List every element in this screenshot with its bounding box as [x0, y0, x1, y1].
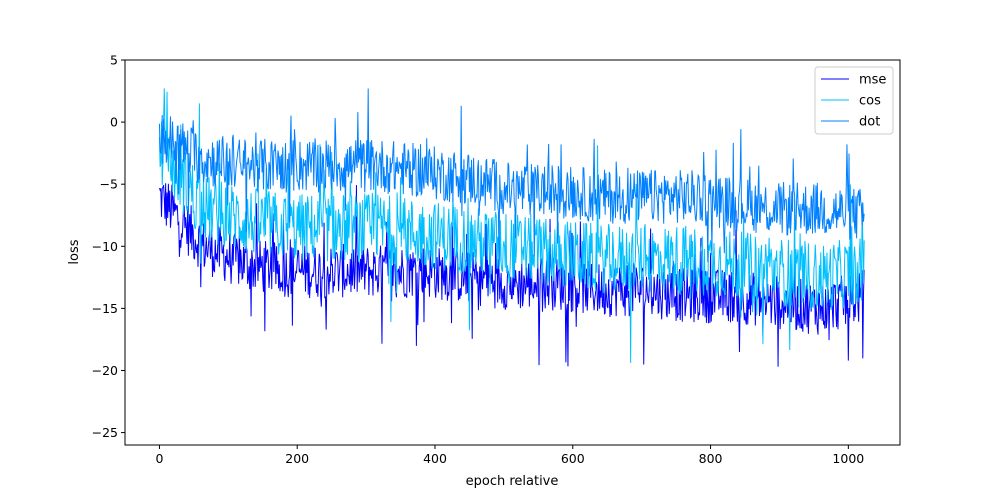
- x-tick-label: 800: [699, 451, 723, 466]
- legend: mse cos dot: [814, 66, 894, 135]
- y-tick-label: −10: [92, 239, 118, 254]
- y-axis-label: loss: [67, 239, 82, 264]
- y-tick-label: −25: [92, 425, 118, 440]
- x-ticks: 0 200 400 600 800 1000: [155, 445, 864, 466]
- legend-label-dot: dot: [859, 115, 880, 130]
- y-tick-label: 5: [110, 53, 118, 68]
- legend-label-mse: mse: [859, 73, 886, 88]
- x-tick-label: 600: [561, 451, 585, 466]
- legend-box: [814, 66, 894, 135]
- y-ticks: 5 0 −5 −10 −15 −20 −25: [92, 53, 125, 440]
- y-tick-label: −5: [100, 177, 118, 192]
- x-tick-label: 0: [155, 451, 163, 466]
- x-tick-label: 400: [423, 451, 447, 466]
- legend-label-cos: cos: [859, 94, 881, 109]
- series-layer: [158, 88, 865, 367]
- y-tick-label: −20: [92, 363, 118, 378]
- series-line-dot: [158, 88, 865, 263]
- x-axis-label: epoch relative: [466, 474, 559, 489]
- series-line-cos: [158, 88, 865, 363]
- y-tick-label: 0: [110, 115, 118, 130]
- series-line-mse: [158, 183, 865, 367]
- x-tick-label: 200: [285, 451, 309, 466]
- axes-frame: [124, 59, 901, 446]
- x-tick-label: 1000: [832, 451, 864, 466]
- y-tick-label: −15: [92, 301, 118, 316]
